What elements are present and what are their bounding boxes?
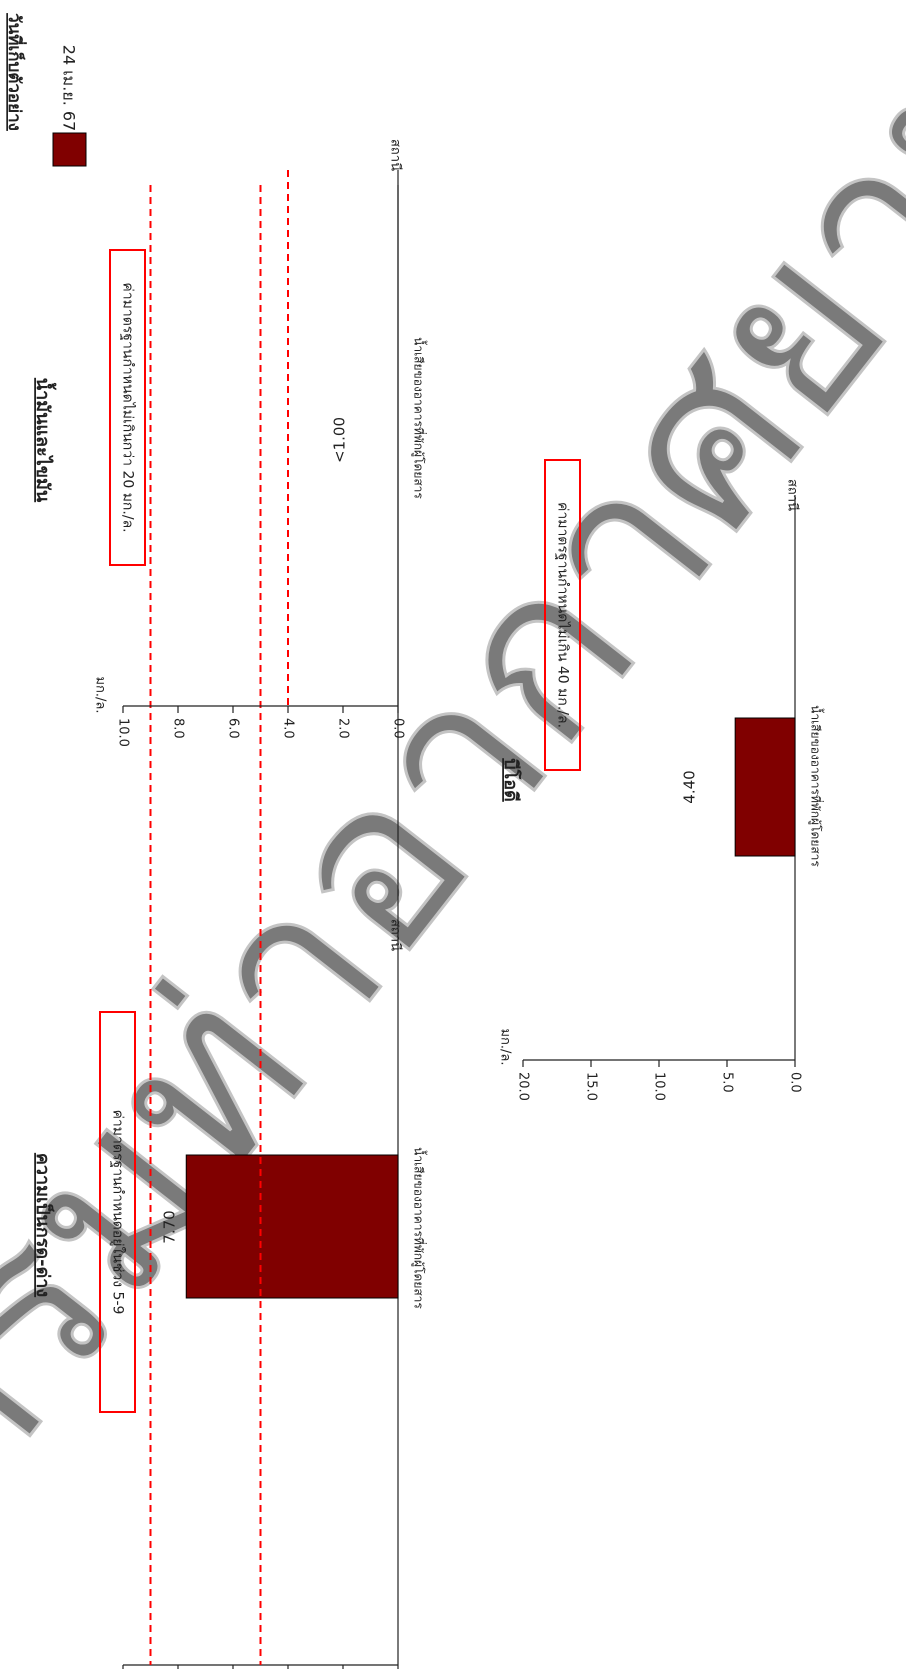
y-tick-label: 5.0 — [720, 1072, 735, 1093]
legend-label: 24 เม.ย. 67 — [60, 45, 79, 131]
category-label: น้ำเสียของอาคารที่พักผู้โดยสาร — [411, 1147, 428, 1309]
charts-group: 0.0 2.0 4.0 6.0 8.0 10.0 7.70 ความเป็นกรด-ด่าง ค… — [32, 139, 825, 1669]
chart-panel: 0.0 2.0 4.0 6.0 8.0 10.0 <1.00 น้ำมันและไขมัน ค่… — [32, 139, 428, 747]
chart-title: บีโอดี — [500, 758, 522, 802]
category-axis-title: สถานี — [388, 919, 404, 951]
legend: วันที่เก็บตัวอย่าง 24 เม.ย. 67 — [4, 13, 87, 167]
data-label: 4.40 — [681, 770, 699, 803]
data-label: 7.70 — [161, 1210, 179, 1243]
standard-note-box — [544, 459, 581, 771]
y-tick-label: 6.0 — [226, 718, 241, 739]
chart-panel: 0.0 2.0 4.0 6.0 8.0 10.0 7.70 ความเป็นกรด-ด่าง ค… — [32, 185, 428, 1669]
category-label: น้ำเสียของอาคารที่พักผู้โดยสาร — [411, 337, 428, 499]
chart-title: น้ำมันและไขมัน — [32, 378, 57, 503]
y-tick-label: 10.0 — [652, 1072, 667, 1101]
category-axis-title: สถานี — [785, 479, 801, 511]
y-tick-label: 10.0 — [116, 718, 131, 747]
y-tick-label: 0.0 — [788, 1072, 803, 1093]
y-tick-label: 4.0 — [281, 718, 296, 739]
bar — [734, 717, 796, 857]
data-label: <1.00 — [331, 417, 349, 463]
standard-note-box — [109, 249, 146, 566]
standard-note-box — [99, 1011, 136, 1413]
standard-note: ค่ามาตรฐานกำหนดอยู่ในช่วง 5-9 — [110, 1110, 127, 1315]
y-tick-label: 8.0 — [171, 718, 186, 739]
chart-title: ความเป็นกรด-ด่าง — [32, 1153, 55, 1297]
y-axis-unit: มก./ล. — [93, 676, 108, 713]
y-tick-label: 2.0 — [336, 718, 351, 739]
legend-title: วันที่เก็บตัวอย่าง — [4, 13, 27, 131]
standard-note: ค่ามาตรฐานกำหนดไม่เกิน 40 มก./ล. — [555, 502, 572, 728]
y-tick-label: 20.0 — [516, 1072, 531, 1101]
y-tick-label: 0.0 — [391, 718, 406, 739]
legend-swatch — [52, 132, 87, 167]
category-label: น้ำเสียของอาคารที่พักผู้โดยสาร — [808, 705, 825, 867]
category-axis-title: สถานี — [388, 139, 404, 171]
y-tick-label: 15.0 — [584, 1072, 599, 1101]
bar — [185, 1154, 399, 1299]
chart-panel: 0.0 5.0 10.0 15.0 20.0 4.40 บีโอดี ค่ามาตรฐานกำ… — [498, 459, 825, 1101]
standard-note: ค่ามาตรฐานกำหนดไม่เกินกว่า 20 มก./ล. — [120, 282, 137, 532]
y-axis-unit: มก./ล. — [498, 1028, 513, 1065]
